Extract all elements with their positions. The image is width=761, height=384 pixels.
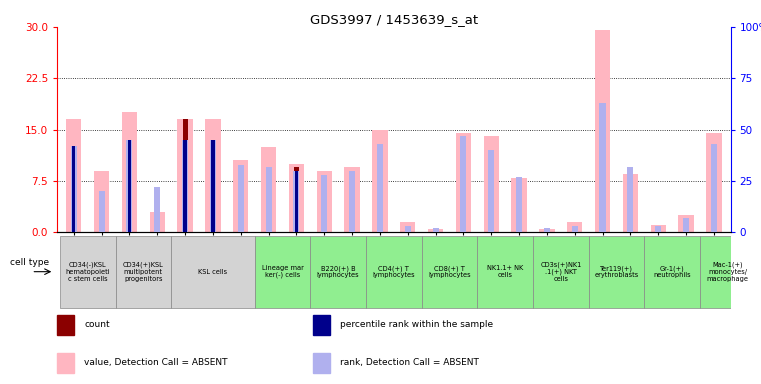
- Bar: [261, 147, 276, 232]
- Bar: [122, 113, 137, 232]
- Bar: [651, 225, 666, 232]
- Text: Gr-1(+)
neutrophils: Gr-1(+) neutrophils: [653, 265, 691, 278]
- FancyBboxPatch shape: [116, 236, 171, 308]
- Text: Lineage mar
ker(-) cells: Lineage mar ker(-) cells: [262, 265, 304, 278]
- Text: value, Detection Call = ABSENT: value, Detection Call = ABSENT: [84, 358, 228, 367]
- Bar: [372, 130, 387, 232]
- Bar: [288, 164, 304, 232]
- Bar: [210, 140, 216, 232]
- Text: count: count: [84, 320, 110, 329]
- Bar: [183, 119, 188, 232]
- Bar: [294, 167, 299, 232]
- Bar: [345, 167, 360, 232]
- Bar: [655, 226, 661, 232]
- Bar: [544, 228, 550, 232]
- Bar: [150, 212, 165, 232]
- Bar: [154, 187, 161, 232]
- Text: percentile rank within the sample: percentile rank within the sample: [340, 320, 493, 329]
- Bar: [313, 353, 330, 373]
- Bar: [627, 167, 633, 232]
- FancyBboxPatch shape: [588, 236, 645, 308]
- Bar: [678, 215, 694, 232]
- Bar: [572, 226, 578, 232]
- Text: CD8(+) T
lymphocytes: CD8(+) T lymphocytes: [428, 265, 471, 278]
- Bar: [66, 119, 81, 232]
- Bar: [595, 30, 610, 232]
- Bar: [321, 175, 327, 232]
- Bar: [317, 170, 332, 232]
- Bar: [205, 119, 221, 232]
- Title: GDS3997 / 1453639_s_at: GDS3997 / 1453639_s_at: [310, 13, 478, 26]
- Bar: [295, 170, 298, 232]
- Bar: [183, 140, 186, 232]
- Bar: [57, 315, 74, 335]
- Bar: [71, 146, 77, 232]
- Text: CD4(+) T
lymphocytes: CD4(+) T lymphocytes: [372, 265, 416, 278]
- Bar: [711, 144, 717, 232]
- Bar: [266, 167, 272, 232]
- Bar: [237, 164, 244, 232]
- Bar: [377, 144, 383, 232]
- Text: CD34(+)KSL
multipotent
progenitors: CD34(+)KSL multipotent progenitors: [123, 262, 164, 282]
- Bar: [400, 222, 416, 232]
- Bar: [212, 140, 215, 232]
- Bar: [313, 315, 330, 335]
- FancyBboxPatch shape: [477, 236, 533, 308]
- Bar: [177, 119, 193, 232]
- Bar: [349, 170, 355, 232]
- Text: CD34(-)KSL
hematopoieti
c stem cells: CD34(-)KSL hematopoieti c stem cells: [65, 262, 110, 282]
- Bar: [683, 218, 689, 232]
- Text: rank, Detection Call = ABSENT: rank, Detection Call = ABSENT: [340, 358, 479, 367]
- FancyBboxPatch shape: [366, 236, 422, 308]
- Bar: [72, 146, 75, 232]
- FancyBboxPatch shape: [60, 236, 116, 308]
- Bar: [567, 222, 582, 232]
- FancyBboxPatch shape: [255, 236, 310, 308]
- Bar: [432, 228, 438, 232]
- Bar: [511, 177, 527, 232]
- Bar: [516, 177, 522, 232]
- FancyBboxPatch shape: [310, 236, 366, 308]
- Bar: [57, 353, 74, 373]
- Text: KSL cells: KSL cells: [199, 269, 228, 275]
- Text: NK1.1+ NK
cells: NK1.1+ NK cells: [487, 265, 524, 278]
- Bar: [488, 150, 495, 232]
- Bar: [428, 229, 443, 232]
- Bar: [483, 136, 499, 232]
- FancyBboxPatch shape: [700, 236, 756, 308]
- Text: Ter119(+)
erythroblasts: Ter119(+) erythroblasts: [594, 265, 638, 278]
- Text: CD3s(+)NK1
.1(+) NKT
cells: CD3s(+)NK1 .1(+) NKT cells: [540, 262, 581, 282]
- Bar: [706, 133, 721, 232]
- Bar: [540, 229, 555, 232]
- Bar: [128, 140, 131, 232]
- FancyBboxPatch shape: [533, 236, 588, 308]
- FancyBboxPatch shape: [171, 236, 255, 308]
- Bar: [460, 136, 466, 232]
- Bar: [405, 226, 411, 232]
- Bar: [233, 161, 248, 232]
- Text: Mac-1(+)
monocytes/
macrophage: Mac-1(+) monocytes/ macrophage: [707, 262, 749, 282]
- Bar: [182, 140, 188, 232]
- Bar: [456, 133, 471, 232]
- Bar: [600, 103, 606, 232]
- FancyBboxPatch shape: [422, 236, 477, 308]
- Bar: [98, 191, 105, 232]
- Bar: [126, 140, 132, 232]
- Text: B220(+) B
lymphocytes: B220(+) B lymphocytes: [317, 265, 359, 278]
- FancyBboxPatch shape: [645, 236, 700, 308]
- Text: cell type: cell type: [10, 258, 49, 267]
- Bar: [94, 170, 110, 232]
- Bar: [622, 174, 638, 232]
- Bar: [293, 170, 300, 232]
